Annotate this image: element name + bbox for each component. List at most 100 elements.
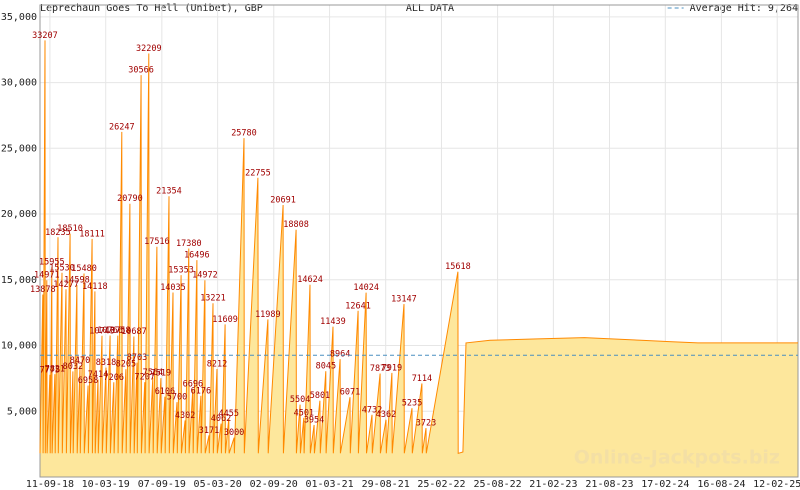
data-label: 14035	[160, 283, 186, 293]
data-label: 3000	[224, 428, 244, 438]
data-label: 7519	[151, 369, 171, 379]
data-label: 6176	[191, 386, 211, 396]
area-fill	[40, 40, 798, 478]
y-tick-label: 35,000	[1, 12, 37, 23]
y-tick-label: 10,000	[1, 341, 37, 352]
legend-label: Average Hit: 9,264	[690, 3, 798, 14]
x-tick-label: 01-03-21	[305, 479, 353, 490]
data-label: 6958	[78, 376, 98, 386]
data-label: 15353	[168, 266, 194, 276]
data-label: 10758	[105, 326, 131, 336]
x-tick-label: 05-03-20	[194, 479, 242, 490]
data-labels: 13878 33207 14971 7775 15955 7821 18235 15530 14…	[30, 31, 471, 438]
x-tick-label: 21-08-23	[585, 479, 633, 490]
data-label: 4732	[362, 405, 382, 415]
data-label: 7206	[104, 373, 124, 383]
chart-subtitle: ALL DATA	[406, 3, 454, 14]
data-label: 17516	[144, 237, 170, 247]
data-label: 21354	[156, 187, 182, 197]
data-label: 32209	[136, 44, 162, 54]
data-label: 3723	[416, 419, 436, 429]
data-label: 8703	[127, 353, 147, 363]
data-label: 7821	[45, 365, 65, 375]
x-tick-label: 12-02-25	[753, 479, 800, 490]
y-tick-label: 25,000	[1, 143, 37, 154]
data-label: 18808	[283, 220, 309, 230]
data-label: 20790	[117, 194, 143, 204]
data-label: 13147	[391, 295, 417, 305]
data-label: 15480	[71, 264, 97, 274]
chart-title: Leprechaun Goes To Hell (Unibet), GBP	[40, 3, 263, 14]
data-label: 22755	[245, 168, 271, 178]
data-label: 14598	[64, 276, 90, 286]
x-tick-label: 25-08-22	[474, 479, 522, 490]
data-label: 14024	[353, 283, 379, 293]
data-label: 5235	[402, 399, 422, 409]
y-tick-label: 5,000	[7, 406, 37, 417]
data-label: 4362	[376, 410, 396, 420]
data-label: 18235	[45, 228, 71, 238]
data-label: 26247	[109, 122, 135, 132]
data-label: 14624	[297, 275, 323, 285]
data-label: 11439	[320, 317, 346, 327]
data-label: 5504	[290, 395, 310, 405]
data-label: 4455	[219, 409, 239, 419]
x-tick-label: 21-02-23	[529, 479, 577, 490]
x-tick-label: 29-08-21	[362, 479, 410, 490]
data-label: 18510	[57, 224, 83, 234]
data-label: 6696	[183, 379, 203, 389]
data-label: 7414	[88, 370, 108, 380]
data-label: 15955	[39, 258, 65, 268]
data-label: 3171	[199, 426, 219, 436]
data-label: 4062	[211, 414, 231, 424]
data-label: 11609	[212, 315, 238, 325]
x-tick-label: 10-03-19	[82, 479, 130, 490]
y-tick-label: 30,000	[1, 78, 37, 89]
data-label: 14277	[53, 280, 79, 290]
data-label: 5700	[167, 393, 187, 403]
data-label: 7919	[382, 363, 402, 373]
x-tick-label: 11-09-18	[26, 479, 74, 490]
y-tick-label: 15,000	[1, 275, 37, 286]
x-tick-label: 02-09-20	[250, 479, 298, 490]
x-tick-label: 07-09-19	[138, 479, 186, 490]
data-label: 10687	[121, 327, 147, 337]
data-label: 17380	[176, 239, 202, 249]
data-label: 4302	[175, 411, 195, 421]
data-label: 14972	[192, 271, 218, 281]
y-tick-label: 20,000	[1, 209, 37, 220]
data-label: 6106	[155, 387, 175, 397]
plot-area	[39, 4, 799, 478]
watermark: Online-Jackpots.biz	[574, 447, 780, 469]
data-label: 8032	[63, 362, 83, 372]
data-label: 4501	[294, 408, 314, 418]
data-label: 25780	[231, 129, 257, 139]
data-label: 8318	[96, 358, 116, 368]
data-label: 6071	[340, 388, 360, 398]
data-label: 3954	[304, 416, 324, 426]
data-label: 10743	[89, 326, 115, 336]
data-label: 8045	[316, 362, 336, 372]
data-label: 13221	[200, 294, 226, 304]
x-tick-label: 25-02-22	[417, 479, 465, 490]
data-label: 11989	[255, 310, 281, 320]
data-label: 7775	[40, 365, 60, 375]
data-label: 33207	[32, 31, 58, 41]
x-tick-label: 16-08-24	[697, 479, 745, 490]
data-label: 15618	[445, 262, 471, 272]
data-label: 20691	[270, 195, 296, 205]
data-label: 16496	[184, 251, 210, 261]
data-label: 14118	[82, 282, 108, 292]
data-label: 30566	[128, 66, 154, 76]
data-label: 18111	[79, 229, 105, 239]
data-label: 8212	[207, 360, 227, 370]
data-label: 14971	[34, 271, 60, 281]
x-tick-label: 17-02-24	[641, 479, 689, 490]
data-label: 12641	[345, 301, 371, 311]
data-label: 7207	[135, 373, 155, 383]
data-label: 8964	[330, 350, 350, 360]
data-label: 15530	[49, 263, 75, 273]
data-label: 7114	[412, 374, 432, 384]
data-label: 8470	[70, 356, 90, 366]
